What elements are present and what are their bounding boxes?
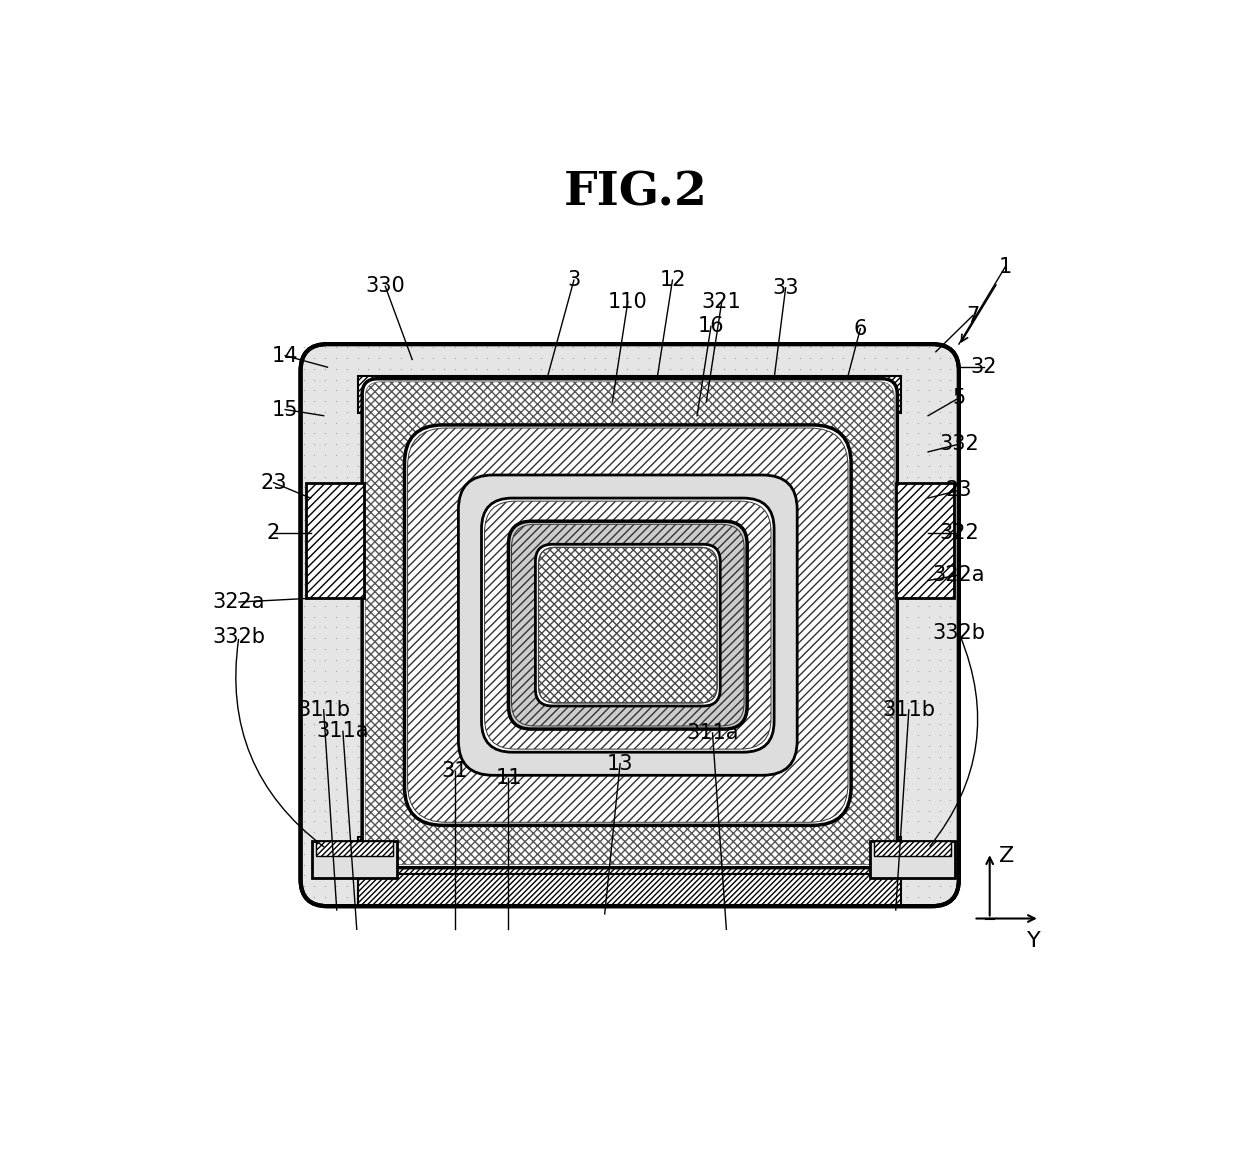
Text: FIG.2: FIG.2	[563, 169, 708, 216]
Text: 311b: 311b	[883, 700, 935, 720]
Text: 322a: 322a	[932, 565, 985, 585]
FancyBboxPatch shape	[362, 379, 898, 868]
Text: 332b: 332b	[932, 623, 986, 643]
Text: 311a: 311a	[686, 722, 739, 743]
Text: 15: 15	[272, 399, 299, 420]
Text: 311b: 311b	[298, 700, 350, 720]
Bar	[358, 874, 901, 904]
Text: 1: 1	[998, 257, 1012, 277]
Text: 32: 32	[970, 357, 997, 377]
Bar	[358, 377, 901, 413]
Text: 12: 12	[660, 271, 686, 291]
Text: 33: 33	[773, 278, 799, 298]
Text: 23: 23	[260, 473, 286, 492]
Text: 31: 31	[441, 761, 467, 782]
FancyBboxPatch shape	[536, 544, 720, 706]
Text: 322a: 322a	[213, 592, 265, 612]
Bar	[312, 840, 397, 878]
Text: 13: 13	[606, 754, 634, 774]
Text: 322: 322	[939, 523, 978, 543]
Text: Z: Z	[999, 846, 1014, 866]
Text: 7: 7	[966, 306, 980, 326]
Text: 23: 23	[946, 481, 972, 501]
FancyBboxPatch shape	[459, 475, 797, 775]
Bar	[895, 483, 954, 599]
FancyBboxPatch shape	[404, 425, 851, 825]
Text: 330: 330	[366, 277, 405, 296]
FancyBboxPatch shape	[481, 498, 774, 753]
FancyBboxPatch shape	[300, 344, 959, 907]
Text: 321: 321	[702, 292, 742, 312]
Bar	[316, 840, 393, 857]
Text: Y: Y	[1027, 931, 1040, 951]
Text: 3: 3	[567, 271, 580, 291]
Bar	[874, 840, 951, 857]
Text: 11: 11	[495, 768, 522, 788]
Text: 16: 16	[698, 316, 724, 336]
Text: 332b: 332b	[212, 627, 265, 647]
FancyBboxPatch shape	[508, 522, 748, 729]
Text: 110: 110	[608, 292, 647, 312]
Bar	[870, 840, 955, 878]
Text: 2: 2	[267, 523, 280, 543]
Bar	[362, 825, 898, 860]
Text: 6: 6	[853, 319, 867, 338]
Bar	[306, 483, 363, 599]
Text: 14: 14	[272, 345, 299, 365]
Bar	[358, 837, 901, 874]
Text: 332: 332	[939, 434, 978, 454]
Text: 5: 5	[952, 387, 966, 408]
Text: 311a: 311a	[316, 721, 370, 741]
